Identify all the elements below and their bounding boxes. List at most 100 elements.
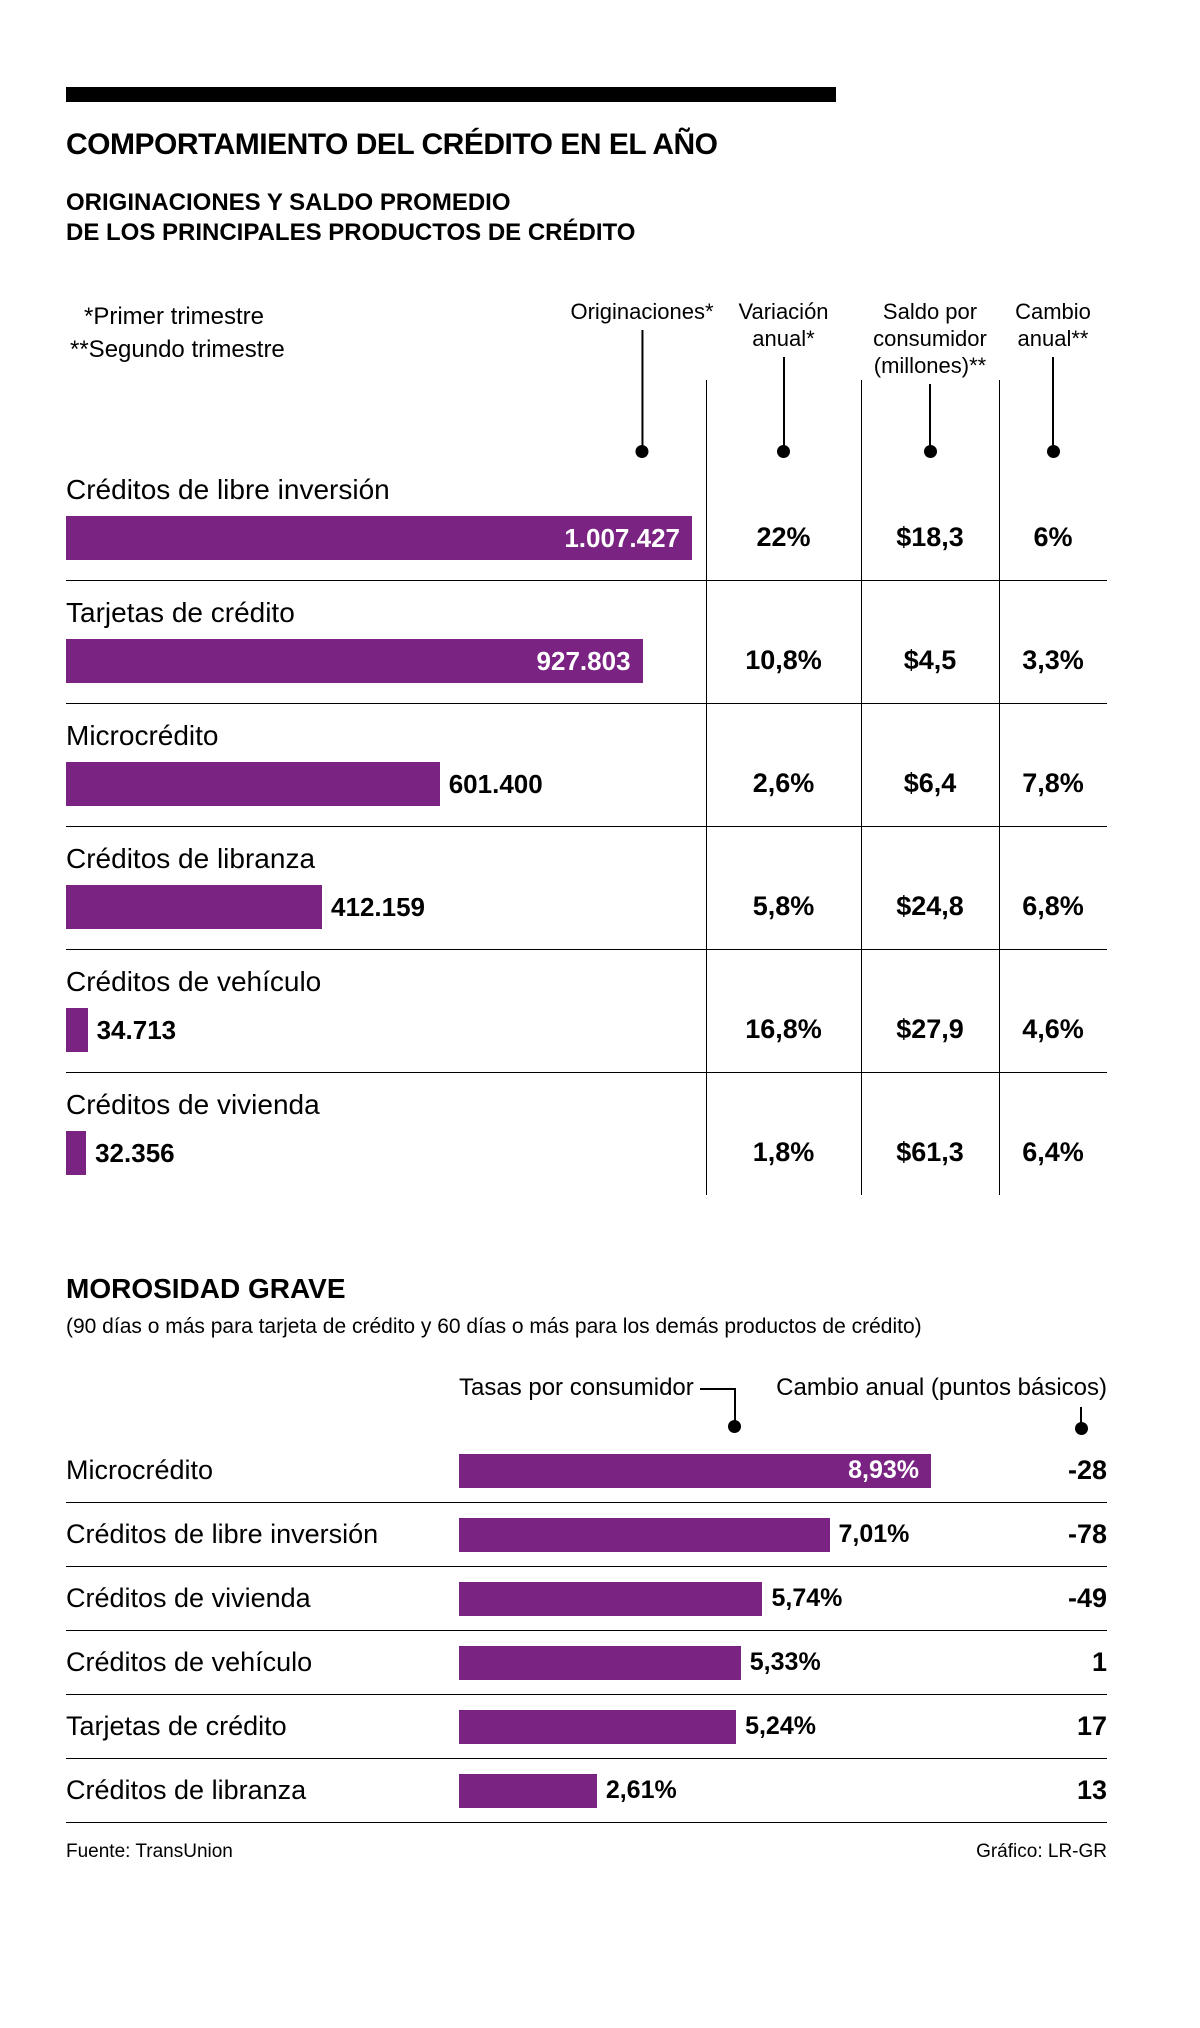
bar-value: 927.803 (536, 645, 631, 676)
rate-bar (459, 1581, 763, 1616)
row-label: Créditos de libranza (66, 843, 316, 874)
saldo-value: $61,3 (896, 1137, 964, 1167)
originations-bar (66, 1131, 87, 1175)
row-label: Créditos de vehículo (66, 1647, 313, 1677)
col-header-cambio-label: Cambio anual** (1015, 299, 1091, 351)
col-header-originaciones: Originaciones* (570, 298, 714, 458)
morosidad-row: Créditos de libranza 2,61% 13 (66, 1759, 1107, 1823)
saldo-value: $27,9 (896, 1014, 964, 1044)
row-label: Créditos de vehículo (66, 966, 322, 997)
variacion-value: 2,6% (752, 768, 815, 798)
leader-line (640, 330, 643, 446)
col-header-originaciones-label: Originaciones* (570, 299, 714, 324)
morosidad-row: Créditos de vehículo 5,33% 1 (66, 1631, 1107, 1695)
leader-dot (635, 445, 649, 458)
table-row: Créditos de libre inversión 1.007.427 22… (66, 458, 1107, 581)
variacion-value: 1,8% (752, 1137, 815, 1167)
variacion-value: 10,8% (745, 645, 822, 675)
bars-cell: Créditos de libre inversión 1.007.427 (66, 472, 706, 560)
bar-track: 412.159 (66, 885, 706, 929)
row-label: Créditos de libranza (66, 1775, 307, 1805)
infographic: COMPORTAMIENTO DEL CRÉDITO EN EL AÑO ORI… (66, 0, 1107, 1863)
leader-line (782, 357, 785, 446)
table-row: Créditos de vivienda 32.356 1,8% $61,3 6… (66, 1073, 1107, 1195)
bars-cell: Tarjetas de crédito 927.803 (66, 595, 706, 683)
rate-bar: 8,93% (459, 1453, 931, 1488)
bars-cell: Créditos de vivienda 32.356 (66, 1087, 706, 1175)
period-footnotes: *Primer trimestre **Segundo trimestre (70, 300, 285, 366)
morosidad-header: Tasas por consumidor Cambio anual (punto… (66, 1373, 1107, 1439)
cambio-value: 6% (1033, 522, 1073, 552)
bars-cell: Microcrédito 601.400 (66, 718, 706, 806)
change-value: 17 (1076, 1711, 1107, 1741)
saldo-value: $6,4 (903, 768, 957, 798)
bar-track: 5,33% (459, 1645, 939, 1680)
rate-value: 5,24% (745, 1712, 816, 1740)
row-label: Microcrédito (66, 720, 219, 751)
row-label: Microcrédito (66, 1455, 214, 1485)
footnote-first-quarter: *Primer trimestre (84, 303, 265, 330)
col-header-cambio-anual: Cambio anual (puntos básicos) (776, 1373, 1107, 1435)
bar-track: 34.713 (66, 1008, 706, 1052)
col-header-cambio-anual-label: Cambio anual (puntos básicos) (776, 1374, 1107, 1401)
cambio-value: 6,4% (1022, 1137, 1084, 1167)
bar-value: 32.356 (95, 1137, 175, 1168)
bar-value: 34.713 (96, 1014, 177, 1045)
main-title: COMPORTAMIENTO DEL CRÉDITO EN EL AÑO (66, 128, 718, 161)
variacion-value: 16,8% (745, 1014, 822, 1044)
row-label: Tarjetas de crédito (66, 597, 295, 628)
bar-track: 7,01% (459, 1517, 939, 1552)
footnote-second-quarter: **Segundo trimestre (70, 336, 285, 363)
col-header-tasas: Tasas por consumidor (459, 1373, 741, 1433)
rate-bar (459, 1645, 741, 1680)
column-divider (999, 380, 1000, 1195)
footer: Fuente: TransUnion Gráfico: LR-GR (66, 1841, 1107, 1863)
originations-bar (66, 885, 323, 929)
originations-table: *Primer trimestre **Segundo trimestre Or… (66, 288, 1107, 1195)
subtitle-line-1: ORIGINACIONES Y SALDO PROMEDIO (66, 189, 511, 216)
leader-line (1080, 1407, 1082, 1425)
table-row: Microcrédito 601.400 2,6% $6,4 7,8% (66, 704, 1107, 827)
morosidad-title: MOROSIDAD GRAVE (66, 1273, 346, 1304)
bar-track: 1.007.427 (66, 516, 706, 560)
rate-value: 5,74% (771, 1584, 843, 1612)
bars-cell: Créditos de libranza 412.159 (66, 841, 706, 929)
morosidad-section: MOROSIDAD GRAVE (90 días o más para tarj… (66, 1273, 1107, 1823)
originations-bar: 1.007.427 (66, 516, 692, 560)
rate-value: 2,61% (605, 1776, 677, 1804)
leader-dot (727, 1420, 741, 1433)
row-label: Créditos de libre inversión (66, 474, 390, 505)
morosidad-row: Créditos de vivienda 5,74% -49 (66, 1567, 1107, 1631)
leader-dot (777, 445, 790, 458)
cambio-value: 3,3% (1022, 645, 1084, 675)
leader-dot (923, 445, 937, 458)
row-label: Créditos de libre inversión (66, 1519, 379, 1549)
col-header-saldo-label: Saldo por consumidor (millones)** (873, 299, 987, 378)
col-header-variacion-label: Variación anual* (738, 299, 829, 351)
subtitle-line-2: DE LOS PRINCIPALES PRODUCTOS DE CRÉDITO (66, 219, 636, 246)
source-credit: Fuente: TransUnion (66, 1841, 233, 1862)
table-header: *Primer trimestre **Segundo trimestre Or… (66, 288, 1107, 458)
bar-track: 32.356 (66, 1131, 706, 1175)
col-header-variacion: Variación anual* (706, 298, 861, 458)
bar-track: 8,93% (459, 1453, 939, 1488)
cambio-value: 4,6% (1022, 1014, 1084, 1044)
table-row: Tarjetas de crédito 927.803 10,8% $4,5 3… (66, 581, 1107, 704)
morosidad-row: Microcrédito 8,93% -28 (66, 1439, 1107, 1503)
morosidad-row: Créditos de libre inversión 7,01% -78 (66, 1503, 1107, 1567)
bar-track: 601.400 (66, 762, 706, 806)
originations-bar (66, 762, 440, 806)
rate-value: 8,93% (848, 1456, 919, 1484)
rate-bar (459, 1773, 597, 1808)
bar-track: 5,74% (459, 1581, 939, 1616)
column-divider (706, 380, 707, 1195)
leader-dot (1075, 1422, 1088, 1435)
change-value: -49 (1067, 1583, 1107, 1613)
graphic-credit: Gráfico: LR-GR (976, 1841, 1107, 1862)
change-value: -78 (1067, 1519, 1107, 1549)
variacion-value: 22% (756, 522, 811, 552)
column-divider (861, 380, 862, 1195)
rate-value: 7,01% (838, 1520, 910, 1548)
originations-bar (66, 1008, 88, 1052)
leader-line (929, 384, 931, 446)
